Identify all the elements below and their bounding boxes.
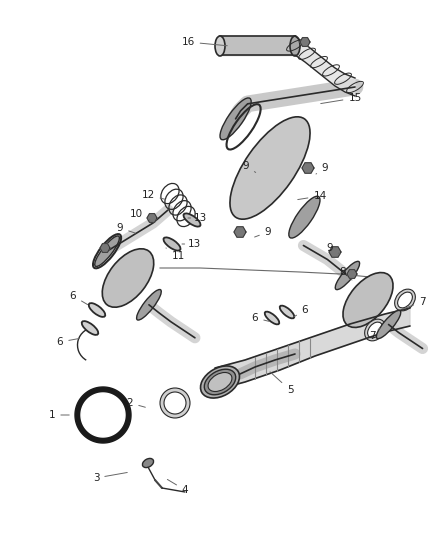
Text: 1: 1 bbox=[49, 410, 69, 420]
Ellipse shape bbox=[215, 36, 225, 56]
Text: 6: 6 bbox=[252, 313, 269, 323]
Polygon shape bbox=[100, 244, 110, 252]
Ellipse shape bbox=[290, 36, 300, 56]
Ellipse shape bbox=[398, 292, 413, 308]
Text: 7: 7 bbox=[369, 328, 380, 341]
Ellipse shape bbox=[164, 392, 186, 414]
Ellipse shape bbox=[289, 196, 320, 238]
Text: 2: 2 bbox=[127, 398, 145, 408]
Ellipse shape bbox=[367, 322, 382, 338]
Ellipse shape bbox=[163, 237, 180, 251]
Ellipse shape bbox=[208, 373, 232, 392]
Ellipse shape bbox=[204, 369, 236, 395]
Polygon shape bbox=[300, 38, 310, 46]
Ellipse shape bbox=[89, 303, 105, 317]
Polygon shape bbox=[75, 387, 131, 443]
Text: 6: 6 bbox=[70, 291, 88, 304]
Text: 13: 13 bbox=[188, 213, 207, 223]
Text: 9: 9 bbox=[243, 161, 256, 173]
Text: 4: 4 bbox=[167, 479, 188, 495]
Text: 15: 15 bbox=[321, 93, 362, 103]
Ellipse shape bbox=[335, 261, 360, 289]
Ellipse shape bbox=[142, 458, 154, 467]
Polygon shape bbox=[234, 227, 246, 237]
Polygon shape bbox=[220, 36, 295, 55]
Ellipse shape bbox=[395, 289, 415, 311]
Text: 7: 7 bbox=[403, 297, 425, 309]
Ellipse shape bbox=[376, 310, 401, 338]
Polygon shape bbox=[295, 36, 355, 96]
Text: 3: 3 bbox=[93, 472, 127, 483]
Text: 9: 9 bbox=[316, 163, 328, 174]
Text: 14: 14 bbox=[298, 191, 327, 201]
Polygon shape bbox=[81, 393, 125, 437]
Polygon shape bbox=[329, 247, 341, 257]
Ellipse shape bbox=[201, 366, 240, 398]
Polygon shape bbox=[215, 308, 410, 390]
Text: 9: 9 bbox=[327, 243, 340, 254]
Ellipse shape bbox=[220, 98, 251, 140]
Text: 6: 6 bbox=[294, 305, 308, 317]
Polygon shape bbox=[302, 163, 314, 173]
Text: 12: 12 bbox=[141, 190, 165, 200]
Text: 9: 9 bbox=[254, 227, 271, 237]
Ellipse shape bbox=[95, 236, 120, 266]
Text: 8: 8 bbox=[340, 267, 352, 280]
Text: 13: 13 bbox=[182, 239, 201, 249]
Ellipse shape bbox=[343, 272, 393, 327]
Text: 9: 9 bbox=[117, 223, 135, 233]
Ellipse shape bbox=[365, 319, 385, 341]
Polygon shape bbox=[147, 214, 157, 222]
Text: 6: 6 bbox=[57, 337, 79, 347]
Text: 5: 5 bbox=[270, 372, 293, 395]
Polygon shape bbox=[347, 270, 357, 278]
Text: 11: 11 bbox=[166, 248, 185, 261]
Ellipse shape bbox=[280, 305, 294, 318]
Ellipse shape bbox=[184, 213, 201, 227]
Ellipse shape bbox=[230, 117, 310, 219]
Ellipse shape bbox=[102, 249, 154, 307]
Ellipse shape bbox=[265, 312, 279, 325]
Text: 10: 10 bbox=[130, 209, 150, 220]
Text: 16: 16 bbox=[181, 37, 227, 47]
Ellipse shape bbox=[82, 321, 98, 335]
Ellipse shape bbox=[137, 289, 161, 320]
Ellipse shape bbox=[160, 388, 190, 418]
